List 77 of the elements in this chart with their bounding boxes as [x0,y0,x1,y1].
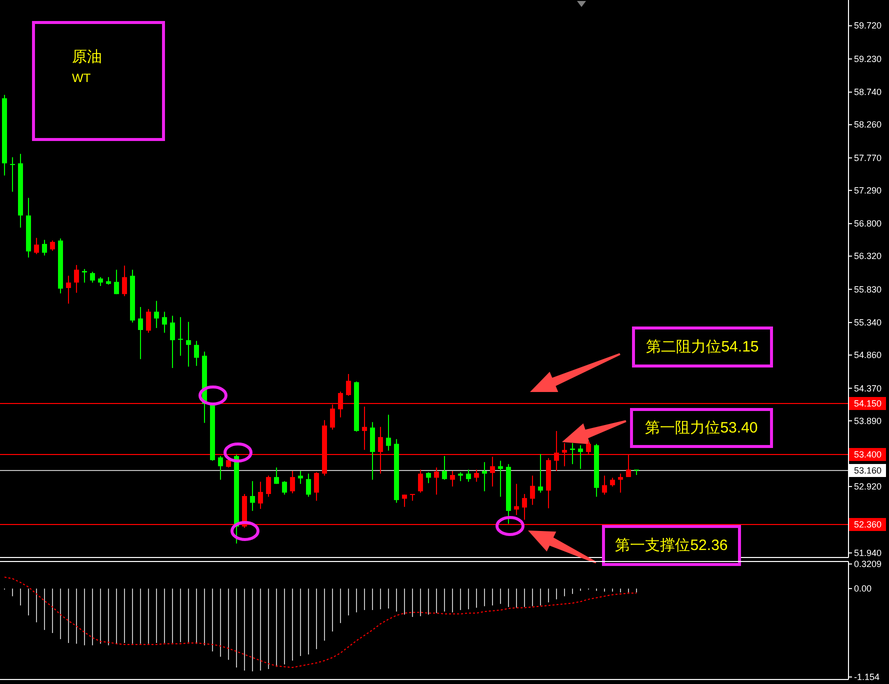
candlestick [122,265,127,297]
ref-line-label: 52.360 [854,520,882,530]
candlestick [162,311,167,334]
candlestick [66,275,71,304]
candlestick [530,475,535,506]
candlestick [450,470,455,488]
annotation: 第一支撑位52.36 [615,536,728,554]
candlestick [578,444,583,470]
candlestick [282,480,287,496]
candlestick [90,271,95,284]
text: 原油 [72,48,102,66]
annotation: 第二阻力位54.15 [646,338,759,356]
candlestick [538,454,543,494]
candlestick [138,306,143,360]
candlestick [466,469,471,482]
candlestick [418,469,423,494]
y-tick-label: 0.3209 [854,559,882,569]
candlestick [434,467,439,496]
candlestick [250,480,255,512]
candlestick [266,475,271,498]
candlestick [522,493,527,520]
line-series [4,576,637,668]
y-tick-label: 59.720 [854,20,882,31]
candlestick [170,315,175,368]
candlestick [402,494,407,508]
candlestick [218,456,223,480]
candlestick [42,239,47,256]
candlestick [498,460,503,498]
candlestick [442,456,447,480]
candlestick [34,237,39,255]
candlestick [386,414,391,452]
y-tick-label: 53.890 [854,416,882,426]
candlestick [154,300,159,328]
y-tick-label: 58.740 [854,87,882,98]
candlestick [74,264,79,294]
y-tick-label: 0.00 [854,584,872,594]
candlestick [194,340,199,366]
candlestick [82,268,87,284]
y-tick-label: 56.800 [854,218,882,229]
y-tick-label: 55.830 [854,284,882,294]
candlestick [146,308,151,334]
y-tick-label: 57.770 [854,152,882,163]
y-tick-label: -1.154 [854,672,880,682]
candlestick [186,321,191,368]
text: WT [72,71,92,85]
y-tick-label: 54.860 [854,350,882,360]
candlestick [570,442,575,465]
candlestick [178,316,183,356]
candlestick [258,481,263,510]
candlestick [10,156,15,192]
y-tick-label: 51.940 [854,548,882,558]
candlestick [290,470,295,494]
ref-line-label: 53.400 [854,450,882,460]
y-tick-label: 57.290 [854,185,882,196]
candlestick [514,483,519,516]
y-tick-label: 56.320 [854,251,882,262]
y-tick-label: 59.230 [854,54,882,64]
y-tick-label: 54.370 [854,383,882,394]
annotation: 第一阻力位53.40 [645,420,758,436]
candlestick [298,470,303,484]
candlestick [618,473,623,494]
candlestick [426,472,431,484]
candlestick [114,269,119,295]
ref-line-label: 53.160 [854,466,882,476]
ref-line-label: 54.150 [854,398,882,408]
candlestick [346,374,351,396]
candlestick [314,472,319,502]
candlestick [306,473,311,498]
candlestick [274,467,279,484]
candlestick [362,406,367,450]
candlestick [50,240,55,252]
y-tick-label: 52.920 [854,482,882,492]
y-tick-label: 58.260 [854,120,882,130]
candlestick [474,469,479,482]
y-tick-label: 55.340 [854,318,882,328]
candlestick [482,462,487,492]
candlestick [602,475,607,496]
